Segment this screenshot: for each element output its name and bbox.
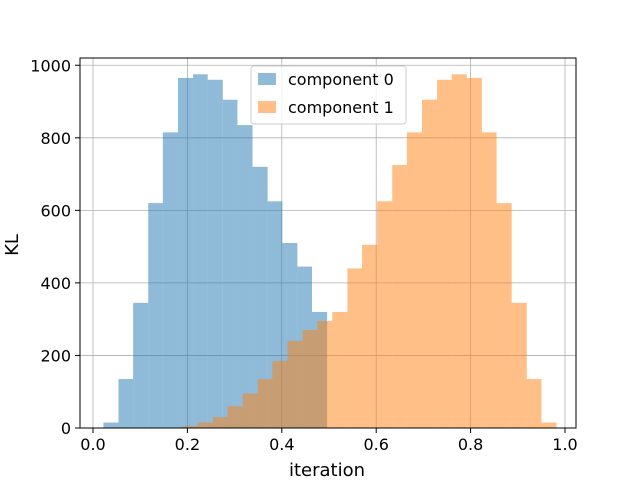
histogram-bar (162, 132, 178, 429)
histogram-bar (242, 393, 258, 428)
x-tick-label: 0.4 (269, 435, 294, 454)
histogram-bar (332, 311, 348, 428)
histogram-bar (287, 340, 303, 428)
histogram-bar (177, 77, 194, 428)
y-tick-label: 200 (40, 346, 71, 365)
histogram-bar (103, 422, 119, 428)
histogram-bar (257, 379, 273, 428)
histogram-bar (193, 74, 208, 428)
histogram-bar (148, 203, 163, 428)
y-tick-label: 600 (40, 201, 71, 220)
legend-label-component-1: component 1 (288, 98, 394, 117)
histogram-bar (317, 320, 333, 428)
histogram-bar (377, 201, 393, 428)
legend-swatch-component-1 (258, 101, 276, 113)
histogram-bar (252, 166, 268, 428)
histogram-bar (237, 125, 253, 428)
legend-frame (250, 65, 407, 125)
x-tick-label: 0.2 (175, 435, 200, 454)
x-axis-label: iteration (289, 460, 365, 480)
histogram-bar (526, 379, 542, 428)
histogram-bar (197, 422, 213, 428)
y-tick-label: 800 (40, 129, 71, 148)
histogram-bar (222, 99, 238, 428)
histogram-bar (302, 330, 318, 428)
histogram-bar (362, 244, 378, 428)
histogram-bar (511, 302, 527, 428)
x-tick-label: 1.0 (552, 435, 577, 454)
histogram-bars (103, 74, 557, 429)
histogram-bar (421, 99, 438, 428)
histogram-bar (118, 379, 134, 428)
histogram-bar (451, 74, 467, 428)
histogram-bar (207, 79, 223, 428)
axis-ticks: 0.0 0.2 0.4 0.6 0.8 1.0 0 200 400 600 800 1000 (30, 56, 577, 454)
histogram-bar (212, 417, 228, 428)
histogram-bar (541, 422, 557, 428)
y-tick-label: 0 (61, 419, 71, 438)
legend-swatch-component-0 (258, 73, 276, 85)
legend: component 0 component 1 (250, 65, 407, 125)
x-tick-label: 0.8 (458, 435, 483, 454)
histogram-bar (392, 165, 407, 428)
series-1-bars (182, 74, 557, 429)
histogram-bar (227, 406, 243, 428)
histogram-bar (406, 132, 422, 429)
y-tick-label: 1000 (30, 56, 71, 75)
histogram-bar (466, 77, 482, 428)
x-tick-label: 0.0 (80, 435, 105, 454)
y-axis-label: KL (2, 234, 23, 256)
axes-frame (79, 57, 577, 429)
histogram-bar (347, 268, 363, 428)
histogram-bar (272, 360, 288, 428)
histogram-bar (437, 79, 452, 428)
y-tick-label: 400 (40, 274, 71, 293)
x-tick-label: 0.6 (363, 435, 388, 454)
histogram-bar (496, 203, 512, 428)
histogram-bar (133, 302, 149, 428)
legend-label-component-0: component 0 (288, 70, 394, 89)
histogram-bar (182, 426, 198, 428)
histogram-bar (481, 132, 497, 429)
